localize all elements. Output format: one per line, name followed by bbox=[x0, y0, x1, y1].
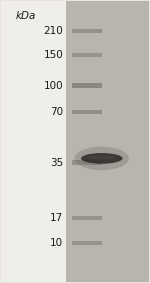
FancyBboxPatch shape bbox=[72, 83, 102, 88]
FancyBboxPatch shape bbox=[72, 216, 102, 220]
FancyBboxPatch shape bbox=[1, 1, 66, 282]
FancyBboxPatch shape bbox=[72, 160, 102, 165]
FancyBboxPatch shape bbox=[72, 29, 102, 33]
Text: 35: 35 bbox=[50, 158, 63, 168]
Text: 70: 70 bbox=[50, 107, 63, 117]
FancyBboxPatch shape bbox=[72, 110, 102, 114]
Ellipse shape bbox=[75, 147, 129, 170]
Text: 17: 17 bbox=[50, 213, 63, 223]
FancyBboxPatch shape bbox=[66, 1, 149, 282]
Ellipse shape bbox=[81, 153, 123, 164]
Text: 100: 100 bbox=[44, 81, 63, 91]
FancyBboxPatch shape bbox=[72, 241, 102, 245]
Text: 210: 210 bbox=[43, 26, 63, 36]
Ellipse shape bbox=[87, 155, 116, 159]
Text: 150: 150 bbox=[43, 50, 63, 60]
Text: kDa: kDa bbox=[16, 10, 36, 21]
FancyBboxPatch shape bbox=[72, 53, 102, 57]
Text: 10: 10 bbox=[50, 238, 63, 248]
